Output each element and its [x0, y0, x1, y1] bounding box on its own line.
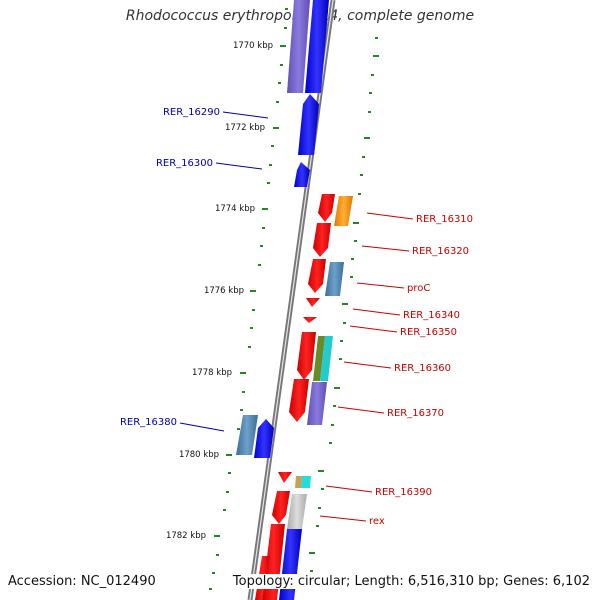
gene-feature-rer-16390[interactable] — [278, 472, 292, 483]
gene-feature[interactable] — [305, 0, 329, 93]
leader-line — [215, 162, 263, 170]
scale-label-1780: 1780 kbp — [179, 450, 219, 460]
leader-line — [366, 212, 414, 220]
leader-line — [319, 515, 367, 522]
leader-line — [356, 282, 405, 289]
gene-label-rer-16390[interactable]: RER_16390 — [375, 487, 432, 498]
gene-feature-rer-16360-c[interactable] — [320, 336, 333, 381]
gene-feature[interactable] — [287, 0, 310, 93]
gene-label-rer-16380[interactable]: RER_16380 — [120, 417, 177, 428]
gene-label-rer-16320[interactable]: RER_16320 — [412, 246, 469, 257]
scale-label-1776: 1776 kbp — [204, 286, 244, 296]
gene-feature-rer-16360[interactable] — [297, 332, 316, 380]
reverse-strand-genes — [255, 194, 353, 600]
gene-feature[interactable] — [287, 494, 307, 529]
gene-label-rer-16370[interactable]: RER_16370 — [387, 408, 444, 419]
gene-feature-proc[interactable] — [308, 259, 326, 293]
gene-label-rer-16300[interactable]: RER_16300 — [156, 158, 213, 169]
gene-label-rer-16360[interactable]: RER_16360 — [394, 363, 451, 374]
leader-line — [337, 406, 385, 414]
gene-label-rer-16350[interactable]: RER_16350 — [400, 327, 457, 338]
leader-line — [325, 485, 373, 493]
scale-label-1774: 1774 kbp — [215, 204, 255, 214]
accession-label: Accession: NC_012490 — [8, 574, 156, 589]
gene-feature-rer-16320[interactable] — [313, 223, 331, 257]
gene-label-rer-16340[interactable]: RER_16340 — [403, 310, 460, 321]
gene-feature-rer-16350[interactable] — [303, 317, 317, 323]
gene-feature-rer-16310[interactable] — [318, 194, 335, 222]
scale-label-1770: 1770 kbp — [233, 41, 273, 51]
leader-line — [349, 325, 398, 333]
gene-label-rex[interactable]: rex — [369, 516, 385, 527]
gene-feature-proc-b[interactable] — [325, 262, 344, 296]
genome-backbone-highlight — [249, 0, 334, 600]
left-scale-track — [209, 8, 288, 590]
gene-feature-rer-16380-a[interactable] — [236, 415, 258, 455]
leader-line — [222, 111, 269, 119]
gene-feature-rer-16370[interactable] — [289, 379, 309, 422]
scale-label-1778: 1778 kbp — [192, 368, 232, 378]
gene-feature-rex[interactable] — [272, 491, 290, 524]
right-scale-track — [309, 37, 379, 572]
gene-feature-rer-16380-b[interactable] — [254, 419, 274, 458]
leader-line — [343, 361, 392, 369]
topology-label: Topology: circular; Length: 6,516,310 bp… — [230, 574, 590, 589]
gene-feature-rer-16370-b[interactable] — [307, 382, 327, 425]
gene-feature-rer-16340[interactable] — [306, 298, 320, 307]
gene-label-rer-16310[interactable]: RER_16310 — [416, 214, 473, 225]
gene-feature-rer-16360-b[interactable] — [313, 336, 325, 381]
leader-line — [352, 308, 401, 316]
leader-line — [179, 422, 225, 432]
scale-label-1772: 1772 kbp — [225, 123, 265, 133]
gene-feature-rer-16390-c[interactable] — [301, 476, 311, 488]
gene-feature-rer-16300[interactable] — [294, 162, 310, 187]
gene-label-proc[interactable]: proC — [407, 283, 430, 294]
gene-feature-rer-16390-b[interactable] — [295, 476, 302, 488]
forward-strand-genes — [236, 0, 329, 600]
gene-label-rer-16290[interactable]: RER_16290 — [163, 107, 220, 118]
gene-feature-rer-16310-b[interactable] — [334, 196, 353, 226]
leader-line — [361, 245, 410, 252]
scale-label-1782: 1782 kbp — [166, 531, 206, 541]
gene-feature-rer-16290[interactable] — [298, 94, 319, 155]
